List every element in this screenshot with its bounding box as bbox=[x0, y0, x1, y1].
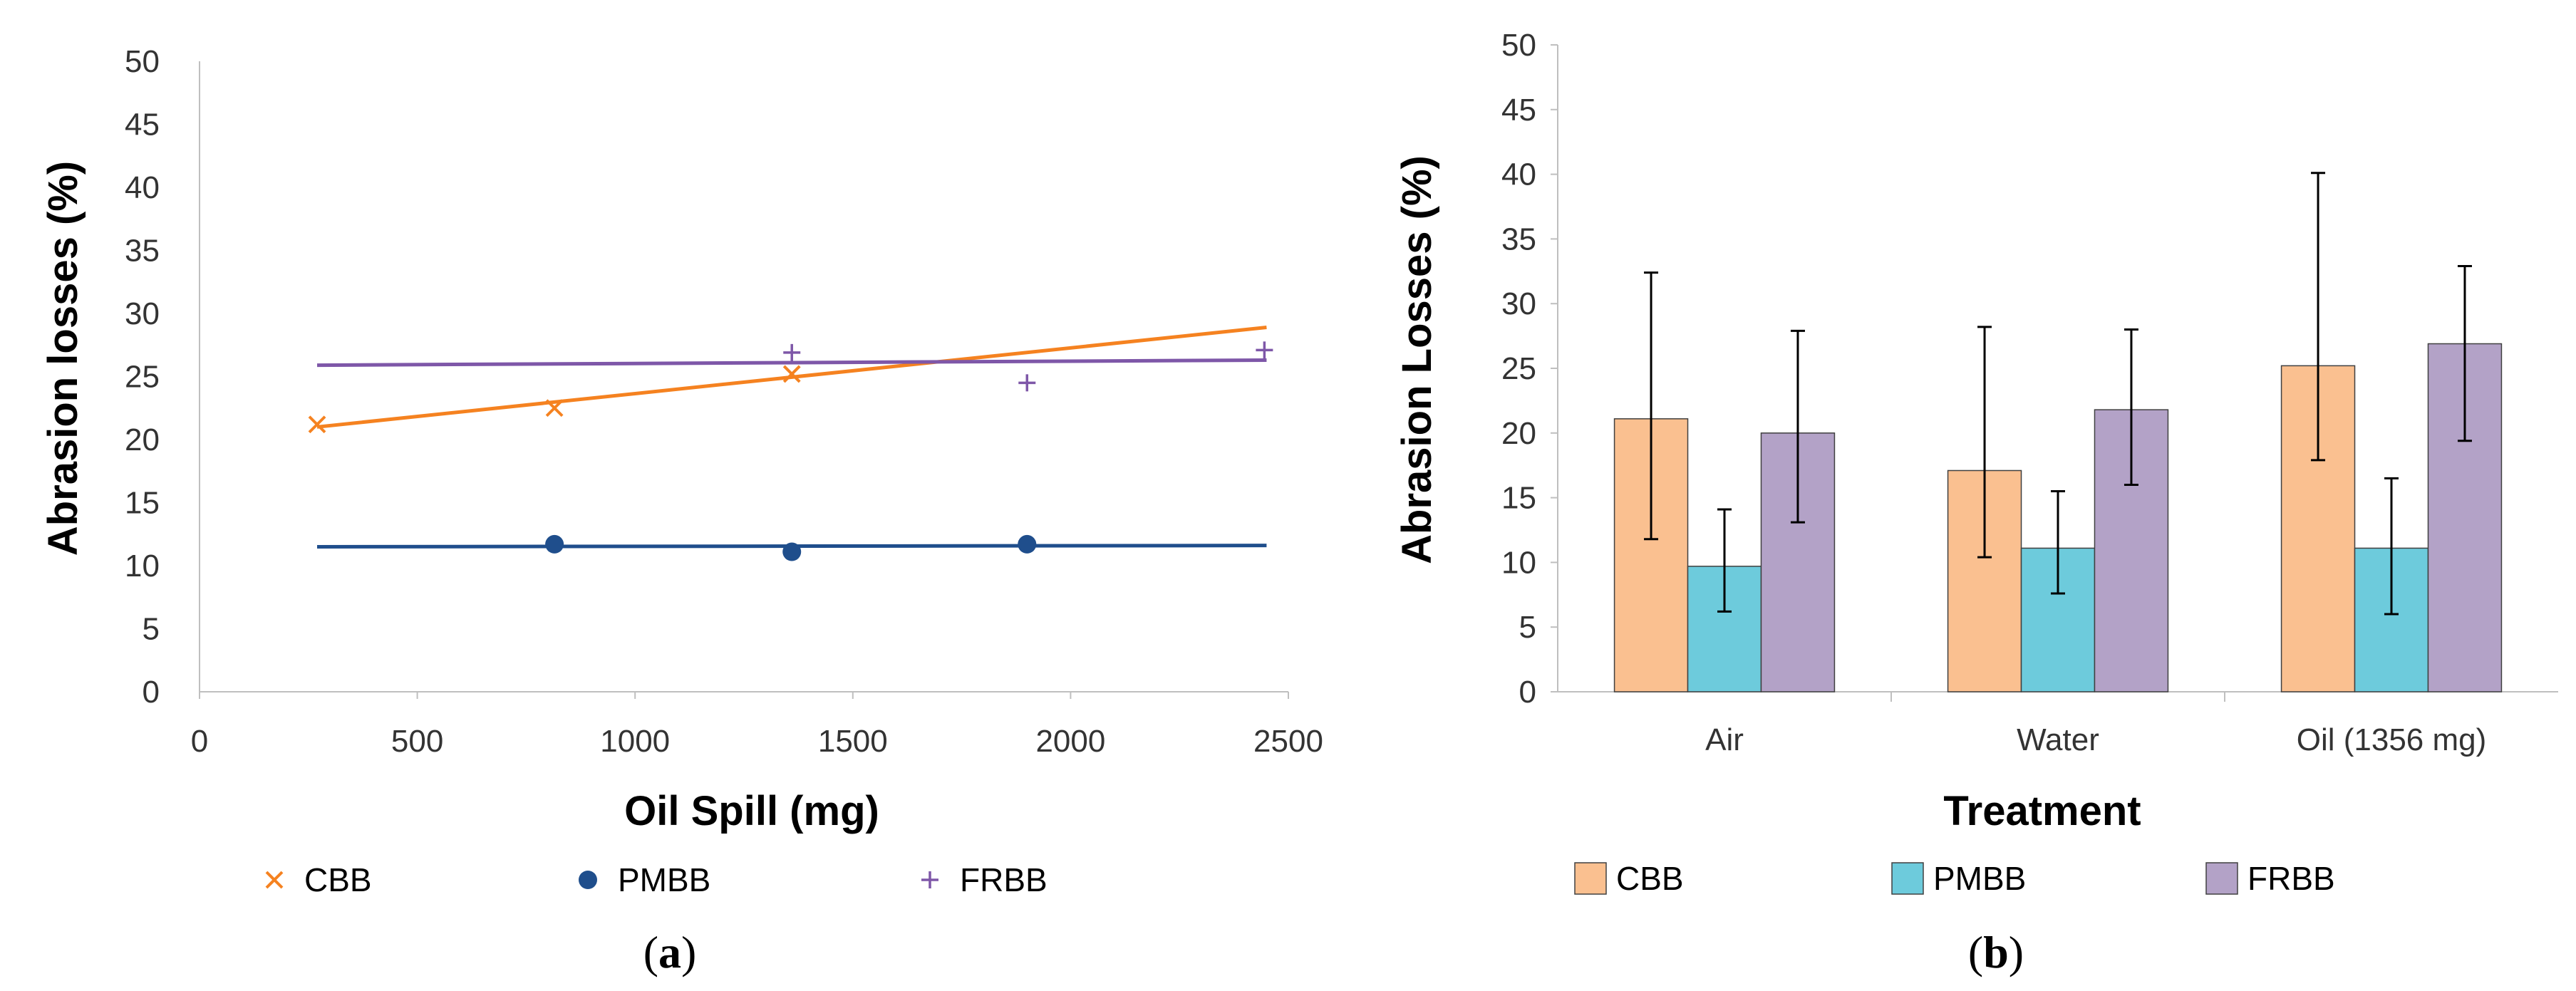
panel-a-y-tick-label: 45 bbox=[125, 108, 160, 142]
panel-b-bar-chart: 0 5 10 15 20 25 30 35 40 45 50 Air Water Oil (1356 m… bbox=[1394, 28, 2558, 977]
panel-a-y-tick-label: 35 bbox=[125, 234, 160, 269]
panel-a-y-tick-label: 15 bbox=[125, 486, 160, 521]
panel-a-y-tick-labels: 0 5 10 15 20 25 30 35 40 45 50 bbox=[125, 44, 160, 710]
panel-a-y-tick-label: 25 bbox=[125, 360, 160, 395]
panel-a-x-tick-label: 1500 bbox=[818, 724, 888, 759]
panel-b-y-tick-label: 45 bbox=[1501, 93, 1536, 128]
panel-b-y-axis-title: Abrasion Losses (%) bbox=[1394, 155, 1440, 564]
point-frbb bbox=[1256, 341, 1273, 359]
error-bar-cbb-air bbox=[1644, 271, 1659, 541]
panel-a-x-tick-labels: 0 500 1000 1500 2000 2500 bbox=[191, 724, 1323, 759]
error-bar-frbb-water bbox=[2124, 328, 2138, 486]
panel-a-x-axis-title: Oil Spill (mg) bbox=[624, 788, 879, 834]
point-pmbb bbox=[545, 534, 564, 554]
error-bar-cbb-water bbox=[1977, 326, 1992, 559]
panel-b-category-label: Oil (1356 mg) bbox=[2297, 722, 2487, 757]
panel-a-y-tick-label: 40 bbox=[125, 170, 160, 205]
point-pmbb bbox=[782, 542, 802, 561]
legend-label-cbb: CBB bbox=[304, 861, 372, 898]
panel-a-x-tick-label: 2000 bbox=[1035, 724, 1105, 759]
panel-a-caption: (a) bbox=[643, 927, 697, 977]
panel-a-y-tick-label: 10 bbox=[125, 549, 160, 583]
panel-a-y-tick-label: 0 bbox=[143, 675, 160, 710]
trendline-cbb bbox=[316, 325, 1267, 429]
panel-b-x-axis-title: Treatment bbox=[1943, 788, 2141, 834]
error-bar-pmbb-oil-1356-mg bbox=[2384, 477, 2399, 616]
error-bar-frbb-oil-1356-mg bbox=[2457, 265, 2472, 442]
legend-item-frbb: FRBB bbox=[921, 861, 1048, 898]
panel-b-category-labels: Air Water Oil (1356 mg) bbox=[1705, 722, 2486, 757]
panel-b-category-label: Air bbox=[1705, 722, 1744, 757]
legend-label-cbb: CBB bbox=[1616, 860, 1684, 897]
panel-b-y-tick-label: 10 bbox=[1501, 545, 1536, 580]
panel-b-caption: (b) bbox=[1968, 927, 2024, 977]
panel-b-y-tick-label: 15 bbox=[1501, 481, 1536, 516]
legend-item-pmbb: PMBB bbox=[579, 861, 710, 898]
legend-item-cbb: CBB bbox=[265, 861, 372, 898]
error-bar-pmbb-water bbox=[2051, 490, 2065, 595]
point-cbb bbox=[782, 365, 801, 383]
panel-a-axes bbox=[199, 61, 1289, 699]
panel-a-x-tick-label: 0 bbox=[191, 724, 208, 759]
svg-text:(a): (a) bbox=[643, 927, 697, 977]
panel-b-y-tick-label: 20 bbox=[1501, 416, 1536, 451]
panel-b-legend: CBB PMBB FRBB bbox=[1574, 860, 2335, 897]
legend-marker-frbb bbox=[921, 871, 938, 888]
legend-marker-pmbb bbox=[579, 871, 597, 889]
legend-label-pmbb: PMBB bbox=[618, 861, 710, 898]
panel-a-y-axis-title: Abrasion losses (%) bbox=[40, 161, 86, 556]
panel-b-y-tick-label: 30 bbox=[1501, 286, 1536, 321]
panel-a-x-tick-label: 500 bbox=[391, 724, 443, 759]
legend-swatch-frbb bbox=[2205, 862, 2238, 895]
panel-b-y-tick-label: 50 bbox=[1501, 28, 1536, 63]
legend-swatch-cbb bbox=[1574, 862, 1607, 895]
panel-a-x-tick-label: 1000 bbox=[600, 724, 670, 759]
legend-label-frbb: FRBB bbox=[2247, 860, 2335, 897]
panel-b-error-bars bbox=[1644, 172, 2472, 616]
panel-a-data-points bbox=[308, 341, 1273, 561]
panel-b-y-tick-label: 40 bbox=[1501, 157, 1536, 192]
point-cbb bbox=[545, 399, 564, 417]
panel-a-scatter-chart: 0 5 10 15 20 25 30 35 40 45 50 0 500 1000 1500 2000 250… bbox=[40, 44, 1323, 977]
legend-label-frbb: FRBB bbox=[960, 861, 1048, 898]
panel-b-y-tick-label: 5 bbox=[1519, 610, 1536, 645]
panel-b-caption-letter: b bbox=[1983, 927, 2009, 977]
error-bar-pmbb-air bbox=[1717, 508, 1732, 613]
point-cbb bbox=[308, 415, 326, 434]
panel-b-y-tick-label: 35 bbox=[1501, 222, 1536, 256]
trendline-frbb bbox=[317, 358, 1267, 368]
error-bar-cbb-oil-1356-mg bbox=[2311, 172, 2326, 462]
panel-a-legend: CBB PMBB FRBB bbox=[265, 861, 1048, 898]
panel-a-y-tick-label: 5 bbox=[143, 612, 160, 647]
point-frbb bbox=[1018, 374, 1036, 392]
error-bar-frbb-air bbox=[1790, 329, 1805, 524]
legend-swatch-pmbb bbox=[1891, 862, 1924, 895]
point-pmbb bbox=[1018, 534, 1037, 554]
panel-b-y-tick-label: 25 bbox=[1501, 351, 1536, 386]
panel-a-y-tick-label: 50 bbox=[125, 44, 160, 79]
point-frbb bbox=[783, 343, 801, 361]
panel-a-y-tick-label: 30 bbox=[125, 296, 160, 331]
legend-item-cbb: CBB bbox=[1574, 860, 1684, 897]
legend-item-frbb: FRBB bbox=[2205, 860, 2335, 897]
panel-a-x-tick-label: 2500 bbox=[1253, 724, 1323, 759]
panel-a-caption-letter: a bbox=[658, 927, 681, 977]
legend-label-pmbb: PMBB bbox=[1933, 860, 2026, 897]
panel-b-y-tick-labels: 0 5 10 15 20 25 30 35 40 45 50 bbox=[1501, 28, 1536, 710]
panel-b-y-tick-label: 0 bbox=[1519, 675, 1536, 710]
panel-b-category-label: Water bbox=[2017, 722, 2099, 757]
panel-a-y-tick-label: 20 bbox=[125, 422, 160, 457]
svg-text:(b): (b) bbox=[1968, 927, 2024, 977]
legend-marker-cbb bbox=[265, 871, 284, 889]
legend-item-pmbb: PMBB bbox=[1891, 860, 2026, 897]
